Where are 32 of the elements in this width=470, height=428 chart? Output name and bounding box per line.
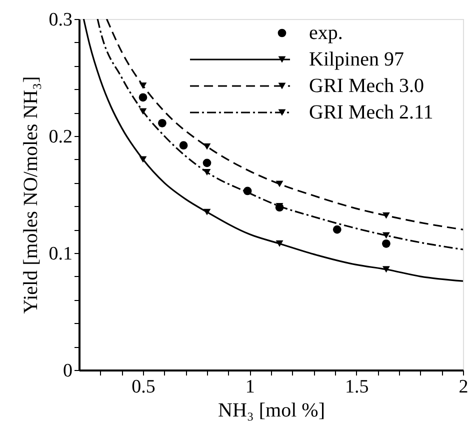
- legend-label: exp.: [309, 22, 343, 44]
- legend-label: Kilpinen 97: [309, 48, 404, 70]
- x-tick-label: 1.5: [344, 376, 369, 398]
- x-axis-title: NH₃ [mol %]: [218, 400, 325, 422]
- point: [276, 240, 284, 247]
- legend-label: GRI Mech 2.11: [309, 102, 434, 124]
- legend-label: GRI Mech 3.0: [309, 75, 424, 97]
- x-tick-label: 1: [245, 376, 255, 398]
- point: [203, 169, 211, 176]
- point: [139, 108, 147, 115]
- point: [138, 93, 148, 102]
- point: [139, 82, 147, 89]
- point: [179, 141, 188, 150]
- line-series: [82, 19, 463, 282]
- y-tick-label: 0.3: [48, 10, 72, 30]
- point: [332, 225, 342, 234]
- x-tick-label: 0.5: [132, 376, 156, 398]
- point: [382, 232, 390, 239]
- point: [382, 212, 390, 219]
- point: [202, 158, 212, 168]
- x-tick-label: 2: [458, 376, 468, 398]
- point: [203, 143, 211, 150]
- point: [139, 156, 147, 163]
- point: [203, 208, 211, 216]
- y-tick-label: 0.1: [48, 244, 72, 264]
- y-axis-title: Yield [moles NO/moles NH₃]: [20, 76, 42, 314]
- y-tick-label: 0.2: [48, 126, 72, 148]
- point: [382, 239, 390, 248]
- point: [158, 118, 166, 128]
- point: [276, 180, 284, 188]
- point: [382, 266, 390, 273]
- y-tick-label: 0: [63, 360, 72, 382]
